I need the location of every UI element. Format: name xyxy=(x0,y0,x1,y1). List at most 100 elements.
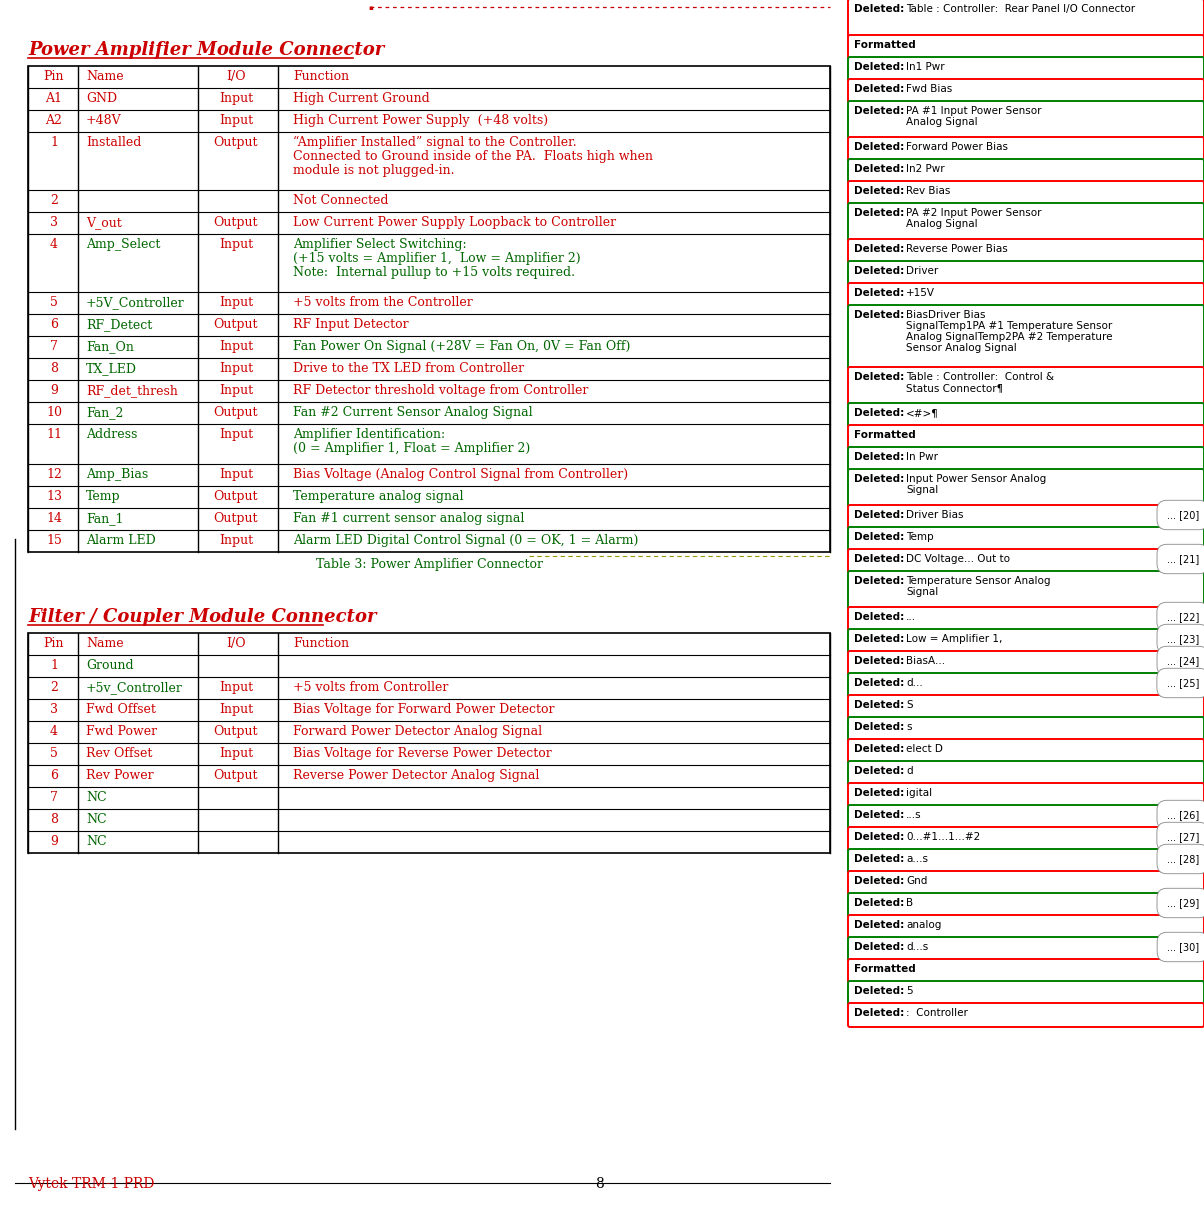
Text: Fwd Offset: Fwd Offset xyxy=(85,703,155,716)
Text: 2: 2 xyxy=(51,681,58,694)
Text: Input: Input xyxy=(219,534,253,547)
Text: Deleted:: Deleted: xyxy=(854,84,904,94)
Text: +5 volts from Controller: +5 volts from Controller xyxy=(293,681,448,694)
Text: Driver: Driver xyxy=(905,266,938,275)
FancyBboxPatch shape xyxy=(848,505,1204,529)
Text: Fwd Bias: Fwd Bias xyxy=(905,84,952,94)
Text: Low Current Power Supply Loopback to Controller: Low Current Power Supply Loopback to Con… xyxy=(293,216,616,229)
Text: Fan Power On Signal (+28V = Fan On, 0V = Fan Off): Fan Power On Signal (+28V = Fan On, 0V =… xyxy=(293,340,631,354)
FancyBboxPatch shape xyxy=(848,35,1204,59)
Text: 4: 4 xyxy=(51,238,58,251)
Text: Deleted:: Deleted: xyxy=(854,612,904,622)
Text: Temperature Sensor Analog: Temperature Sensor Analog xyxy=(905,577,1051,586)
Text: Deleted:: Deleted: xyxy=(854,876,904,886)
FancyBboxPatch shape xyxy=(848,158,1204,183)
Text: module is not plugged-in.: module is not plugged-in. xyxy=(293,165,454,177)
Text: PA #1 Input Power Sensor: PA #1 Input Power Sensor xyxy=(905,106,1041,116)
FancyBboxPatch shape xyxy=(848,204,1204,241)
Text: Temperature analog signal: Temperature analog signal xyxy=(293,490,464,503)
Text: Output: Output xyxy=(214,137,258,149)
Text: Deleted:: Deleted: xyxy=(854,106,904,116)
Text: Deleted:: Deleted: xyxy=(854,942,904,952)
Text: Table : Controller:  Control &: Table : Controller: Control & xyxy=(905,372,1055,382)
Bar xyxy=(28,633,830,853)
Text: Deleted:: Deleted: xyxy=(854,1008,904,1018)
Text: Driver Bias: Driver Bias xyxy=(905,510,963,521)
Text: Analog Signal: Analog Signal xyxy=(905,117,978,127)
Text: In2 Pwr: In2 Pwr xyxy=(905,165,945,174)
Text: Bias Voltage for Reverse Power Detector: Bias Voltage for Reverse Power Detector xyxy=(293,747,551,759)
FancyBboxPatch shape xyxy=(848,872,1204,895)
Text: Deleted:: Deleted: xyxy=(854,700,904,709)
Text: Reverse Power Bias: Reverse Power Bias xyxy=(905,244,1008,254)
Text: Deleted:: Deleted: xyxy=(854,62,904,72)
Text: Forward Power Detector Analog Signal: Forward Power Detector Analog Signal xyxy=(293,725,542,737)
Text: Reverse Power Detector Analog Signal: Reverse Power Detector Analog Signal xyxy=(293,769,539,783)
Text: Rev Offset: Rev Offset xyxy=(85,747,153,759)
Text: A2: A2 xyxy=(46,115,63,127)
FancyBboxPatch shape xyxy=(848,1003,1204,1026)
Text: GND: GND xyxy=(85,91,117,105)
FancyBboxPatch shape xyxy=(848,981,1204,1004)
Text: TX_LED: TX_LED xyxy=(85,362,137,375)
Text: Deleted:: Deleted: xyxy=(854,986,904,996)
Text: Sensor Analog Signal: Sensor Analog Signal xyxy=(905,343,1016,354)
Text: S: S xyxy=(905,700,913,709)
Text: Bias Voltage for Forward Power Detector: Bias Voltage for Forward Power Detector xyxy=(293,703,555,716)
Text: Not Connected: Not Connected xyxy=(293,194,389,207)
FancyBboxPatch shape xyxy=(848,0,1204,37)
FancyBboxPatch shape xyxy=(848,101,1204,139)
Text: In1 Pwr: In1 Pwr xyxy=(905,62,945,72)
Text: Temp: Temp xyxy=(905,531,933,542)
Text: Drive to the TX LED from Controller: Drive to the TX LED from Controller xyxy=(293,362,524,375)
Text: Deleted:: Deleted: xyxy=(854,809,904,820)
Text: Pin: Pin xyxy=(43,69,64,83)
Text: Gnd: Gnd xyxy=(905,876,927,886)
Text: 1: 1 xyxy=(51,659,58,672)
Text: Formatted: Formatted xyxy=(854,964,916,974)
Text: NC: NC xyxy=(85,791,107,805)
Text: RF Input Detector: RF Input Detector xyxy=(293,318,408,332)
Text: 5: 5 xyxy=(51,296,58,308)
FancyBboxPatch shape xyxy=(848,549,1204,573)
Text: +5V_Controller: +5V_Controller xyxy=(85,296,184,308)
Text: ...: ... xyxy=(905,612,916,622)
FancyBboxPatch shape xyxy=(848,283,1204,307)
Text: “Amplifier Installed” signal to the Controller.: “Amplifier Installed” signal to the Cont… xyxy=(293,137,577,149)
Text: Input: Input xyxy=(219,115,253,127)
Text: Temp: Temp xyxy=(85,490,120,503)
Text: Amplifier Identification:: Amplifier Identification: xyxy=(293,428,445,441)
Text: Signal: Signal xyxy=(905,485,938,495)
Text: Rev Power: Rev Power xyxy=(85,769,154,783)
Text: 8: 8 xyxy=(51,813,58,826)
FancyBboxPatch shape xyxy=(848,937,1204,961)
Text: Deleted:: Deleted: xyxy=(854,372,904,382)
Text: 5: 5 xyxy=(905,986,913,996)
Text: Input: Input xyxy=(219,238,253,251)
FancyBboxPatch shape xyxy=(848,137,1204,161)
Text: +48V: +48V xyxy=(85,115,122,127)
Text: 7: 7 xyxy=(51,340,58,354)
Text: Filter / Coupler Module Connector: Filter / Coupler Module Connector xyxy=(28,608,377,627)
FancyBboxPatch shape xyxy=(848,673,1204,697)
Text: Deleted:: Deleted: xyxy=(854,187,904,196)
Text: Rev Bias: Rev Bias xyxy=(905,187,950,196)
Text: 9: 9 xyxy=(51,835,58,848)
FancyBboxPatch shape xyxy=(848,261,1204,285)
FancyBboxPatch shape xyxy=(848,894,1204,917)
Text: Amp_Bias: Amp_Bias xyxy=(85,468,148,482)
Text: High Current Power Supply  (+48 volts): High Current Power Supply (+48 volts) xyxy=(293,115,548,127)
Text: Deleted:: Deleted: xyxy=(854,678,904,688)
FancyBboxPatch shape xyxy=(848,739,1204,763)
Text: Deleted:: Deleted: xyxy=(854,408,904,418)
Text: V_out: V_out xyxy=(85,216,122,229)
Text: 9: 9 xyxy=(51,384,58,397)
Text: Input: Input xyxy=(219,681,253,694)
Text: Amplifier Select Switching:: Amplifier Select Switching: xyxy=(293,238,467,251)
FancyBboxPatch shape xyxy=(848,425,1204,449)
Text: Connected to Ground inside of the PA.  Floats high when: Connected to Ground inside of the PA. Fl… xyxy=(293,150,653,163)
Text: 15: 15 xyxy=(46,534,61,547)
Text: Power Amplifier Module Connector: Power Amplifier Module Connector xyxy=(28,41,384,59)
Text: Deleted:: Deleted: xyxy=(854,634,904,644)
Text: Address: Address xyxy=(85,428,137,441)
